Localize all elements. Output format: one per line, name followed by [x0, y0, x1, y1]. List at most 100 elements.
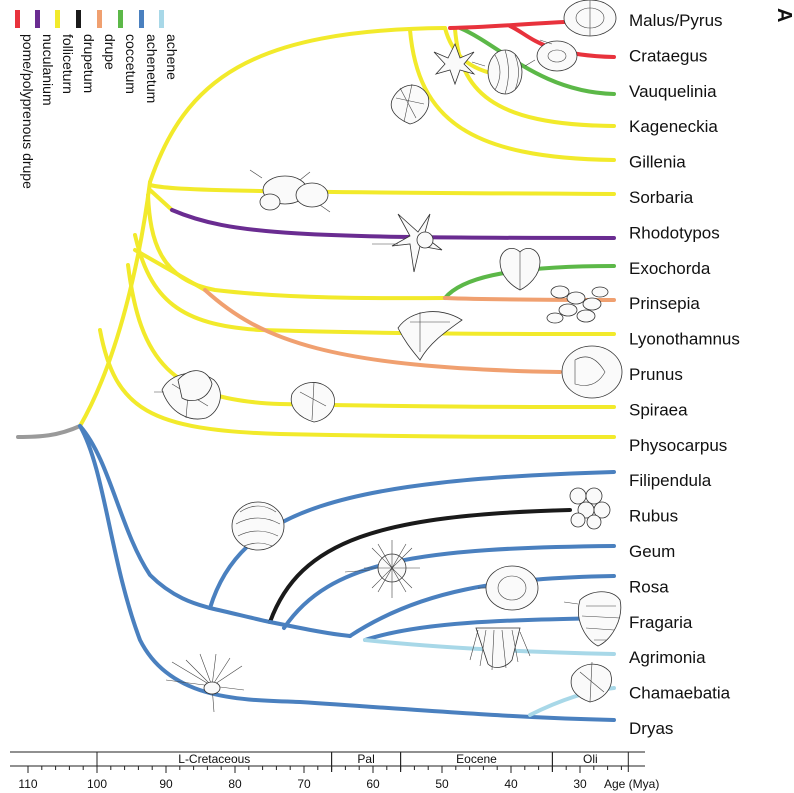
agrimonia-fruit-illustration — [469, 627, 531, 671]
follicle-illustration — [177, 370, 213, 401]
fragaria-fruit-illustration — [563, 591, 622, 647]
tick-label: 80 — [228, 777, 242, 791]
legend-label: nuculanium — [40, 34, 56, 106]
branch-geum — [282, 544, 616, 630]
panel-label: A — [773, 8, 794, 22]
branch-root — [16, 424, 82, 439]
taxon-label: Sorbaria — [629, 188, 694, 207]
taxon-label: Kageneckia — [629, 117, 718, 136]
legend-swatch — [97, 10, 102, 28]
legend-swatch — [15, 10, 20, 28]
branch-rosa-stem — [268, 620, 352, 638]
branch-fragaria — [363, 616, 616, 642]
branch-follicetum-stem — [78, 180, 152, 428]
taxon-label: Malus/Pyrus — [629, 11, 723, 30]
tick-label: 30 — [573, 777, 587, 791]
tick-label: 90 — [159, 777, 173, 791]
branch-rosoideae-stem — [78, 424, 212, 610]
branch-sorbaria — [148, 183, 616, 196]
chamaebatia-fruit-illustration — [570, 661, 612, 703]
taxon-label: Spiraea — [629, 400, 688, 419]
branch-crataegus — [508, 24, 616, 59]
prinsepia-fruit-illustration — [546, 285, 609, 324]
legend-swatch — [35, 10, 40, 28]
branch-prunus-stem — [133, 248, 207, 292]
rhodotypos-fruit-illustration — [372, 213, 443, 273]
tick-label: 100 — [87, 777, 107, 791]
tick-label: 40 — [504, 777, 518, 791]
legend-label: drupetum — [81, 34, 97, 93]
phylogeny-branches — [16, 18, 616, 722]
legend-swatch — [55, 10, 60, 28]
branch-to-maleae — [148, 26, 447, 184]
dryas-fruit-illustration — [165, 653, 245, 713]
kageneckia-fruit-illustration — [433, 42, 476, 86]
branch-spiraea — [126, 263, 616, 409]
rubus-fruit-illustration — [569, 487, 611, 530]
period-label: Oli — [583, 752, 598, 766]
legend-swatch — [118, 10, 123, 28]
rosa-fruit-illustration — [478, 565, 539, 611]
fruit-type-legend: pome/polyprenous drupe nuculanium follicet… — [15, 10, 180, 189]
period-label: Eocene — [456, 752, 497, 766]
branch-lyonothamnus — [133, 233, 616, 336]
taxon-labels: Malus/Pyrus Crataegus Vauquelinia Kagenecki… — [629, 11, 740, 738]
legend-label: coccetum — [123, 34, 139, 94]
branch-rhodotypos-stem — [148, 188, 174, 212]
branch-kageneckia — [453, 27, 616, 128]
taxon-label: Dryas — [629, 719, 673, 738]
branch-dryas — [78, 424, 616, 722]
taxon-label: Rosa — [629, 577, 669, 596]
taxon-label: Chamaebatia — [629, 684, 731, 703]
tick-label: 60 — [366, 777, 380, 791]
branch-vauquelinia — [458, 26, 616, 96]
taxon-label: Agrimonia — [629, 648, 706, 667]
taxon-label: Geum — [629, 542, 675, 561]
branch-exochorda-prinsepia — [146, 193, 447, 301]
fruit-illustrations — [154, 0, 623, 713]
branch-prunus — [203, 288, 562, 374]
legend-label: achene — [164, 34, 180, 80]
taxon-label: Rubus — [629, 507, 678, 526]
gillenia-fruit-illustration — [390, 83, 430, 125]
filipendula-fruit-illustration — [231, 501, 285, 551]
geum-fruit-illustration — [344, 540, 420, 598]
taxon-label: Rhodotypos — [629, 223, 720, 242]
branch-filipendula — [208, 470, 616, 610]
legend-swatch — [139, 10, 144, 28]
branch-agrimonia — [363, 638, 616, 656]
period-label: L-Cretaceous — [178, 752, 250, 766]
lyonothamnus-fruit-illustration — [397, 311, 463, 361]
sorbaria-fruit-illustration — [249, 169, 331, 213]
malus-fruit-illustration — [563, 0, 617, 37]
tick-label: 70 — [297, 777, 311, 791]
period-label: Pal — [357, 752, 374, 766]
taxon-label: Filipendula — [629, 471, 712, 490]
taxon-label: Gillenia — [629, 153, 686, 172]
legend-label: folliceturn — [60, 34, 76, 94]
vauquelinia-fruit-illustration — [471, 49, 536, 95]
tick-label: 110 — [18, 777, 37, 791]
legend-swatch — [76, 10, 81, 28]
legend-swatch — [159, 10, 164, 28]
legend-label: achenetum — [144, 34, 160, 103]
legend-label: drupe — [102, 34, 118, 70]
taxon-label: Exochorda — [629, 259, 711, 278]
branch-rosa — [348, 574, 616, 638]
legend-label: pome/polyprenous drupe — [20, 34, 36, 189]
branch-rhodotypos — [170, 208, 616, 240]
branch-physocarpus — [98, 328, 616, 439]
taxon-label: Lyonothamnus — [629, 330, 740, 349]
prunus-fruit-illustration — [561, 345, 623, 399]
branch-exochorda — [443, 264, 616, 300]
axis-label: Age (Mya) — [604, 777, 659, 791]
taxon-label: Vauquelinia — [629, 82, 717, 101]
taxon-label: Prunus — [629, 365, 683, 384]
exochorda-fruit-illustration — [499, 248, 541, 291]
taxon-label: Crataegus — [629, 46, 707, 65]
taxon-label: Physocarpus — [629, 436, 727, 455]
crataegus-fruit-illustration — [536, 39, 578, 72]
branch-rosoideae-core — [208, 606, 272, 624]
branch-gillenia — [408, 28, 616, 162]
